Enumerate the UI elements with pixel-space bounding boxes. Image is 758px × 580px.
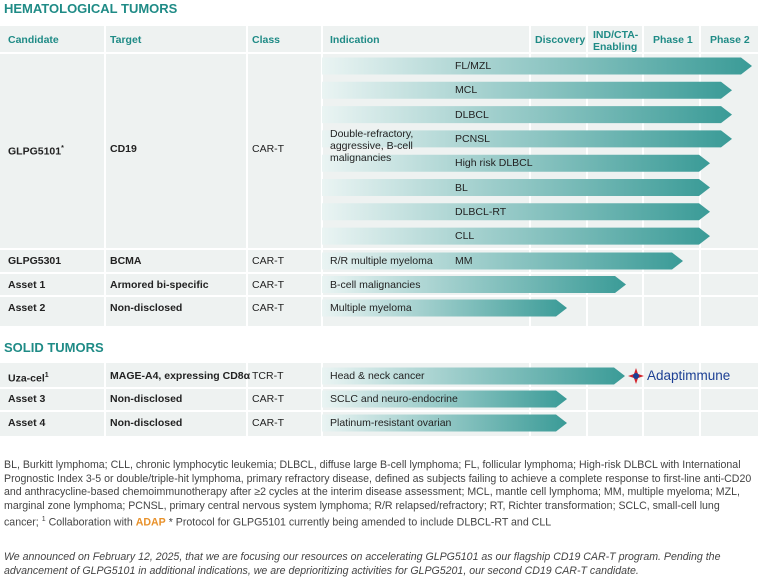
column-header: Discovery xyxy=(535,34,586,46)
indication: Head & neck cancer xyxy=(330,370,425,382)
program-label: MM xyxy=(455,255,473,267)
column-header: Target xyxy=(110,34,142,46)
target: Non-disclosed xyxy=(110,417,183,429)
stage-arrow xyxy=(322,276,626,293)
target: Non-disclosed xyxy=(110,302,183,314)
statement: We announced on February 12, 2025, that … xyxy=(4,551,721,577)
indication: B-cell malignancies xyxy=(330,278,421,291)
stage-arrow xyxy=(322,299,567,317)
footnote-abbreviations: BL, Burkitt lymphoma; CLL, chronic lymph… xyxy=(4,459,752,529)
cell-dividers xyxy=(0,26,758,436)
stage-arrow xyxy=(322,227,710,245)
partner-logo: Adaptimmune xyxy=(647,368,731,383)
candidate-name: GLPG5301 xyxy=(8,255,62,267)
class: CAR-T xyxy=(252,417,285,429)
footnote-collaboration: Collaboration with xyxy=(48,516,133,529)
program-label: MCL xyxy=(455,84,478,97)
class: CAR-T xyxy=(252,278,285,291)
candidate: Asset 1 xyxy=(8,279,45,291)
pipeline-graphics xyxy=(0,26,758,436)
stage-arrow xyxy=(322,179,710,196)
stage-arrow xyxy=(322,130,732,148)
indication: Platinum-resistant ovarian xyxy=(330,417,452,429)
column-header: Candidate xyxy=(8,34,59,46)
footnote-protocol: * Protocol for GLPG5101 currently being … xyxy=(168,516,552,529)
partner-logo-icon xyxy=(628,368,644,384)
stage-arrow xyxy=(322,203,710,221)
target: Non-disclosed xyxy=(110,393,183,405)
stage-arrow xyxy=(322,414,567,432)
candidate-name: Uza-cel xyxy=(8,372,45,385)
candidate-name: Asset 2 xyxy=(8,302,46,314)
indication: Multiple myeloma xyxy=(330,302,412,314)
candidate-name: Asset 3 xyxy=(8,393,46,405)
stage-arrow xyxy=(322,252,683,270)
indication: Double-refractory, aggressive, B-cell ma… xyxy=(330,128,414,164)
footnote-partner: ADAP xyxy=(135,516,166,529)
candidate: Asset 2 xyxy=(8,302,45,314)
candidate-name: Asset 1 xyxy=(8,278,46,291)
column-header: Class xyxy=(252,34,281,46)
class: CAR-T xyxy=(252,255,285,267)
column-header: IND/CTA-Enabling xyxy=(593,29,639,53)
program-label: PCNSL xyxy=(455,132,491,145)
program-label: High risk DLBCL xyxy=(455,157,533,170)
candidate-name: GLPG5101 xyxy=(8,145,62,158)
program-label: DLBCL-RT xyxy=(455,205,507,218)
candidate: Asset 3 xyxy=(8,393,45,405)
class: TCR-T xyxy=(252,370,284,382)
footnote: BL, Burkitt lymphoma; CLL, chronic lymph… xyxy=(4,459,754,531)
program-label: CLL xyxy=(455,230,475,243)
footnote-mark: 1 xyxy=(41,516,46,524)
class: CAR-T xyxy=(252,393,285,405)
program-label: DLBCL xyxy=(455,108,489,121)
target: BCMA xyxy=(110,255,142,267)
stage-arrow xyxy=(322,106,732,124)
target: CD19 xyxy=(110,143,137,155)
candidate-mark: 1 xyxy=(44,372,49,379)
stage-arrow xyxy=(322,81,732,99)
target: Armored bi-specific xyxy=(110,278,209,291)
indication: SCLC and neuro-endocrine xyxy=(330,393,458,405)
candidate: GLPG5301 xyxy=(8,255,61,267)
candidate-name: Asset 4 xyxy=(8,417,46,429)
program-label: BL xyxy=(455,181,468,194)
stage-arrow xyxy=(322,154,710,172)
stage-arrow xyxy=(322,57,752,75)
candidate: GLPG5101* xyxy=(8,143,64,158)
arrows xyxy=(322,57,752,432)
indication: R/R multiple myeloma xyxy=(330,255,433,267)
section-title: SOLID TUMORS xyxy=(4,340,104,355)
candidate-mark: * xyxy=(61,145,64,152)
program-label: FL/MZL xyxy=(455,60,492,72)
candidate: Uza-cel1 xyxy=(8,370,49,385)
candidate: Asset 4 xyxy=(8,417,45,429)
class: CAR-T xyxy=(252,143,285,155)
target: MAGE-A4, expressing CD8α xyxy=(110,370,251,382)
section-title: HEMATOLOGICAL TUMORS xyxy=(4,1,178,16)
class: CAR-T xyxy=(252,302,285,314)
stage-arrow xyxy=(322,367,625,385)
column-header: Phase 1 xyxy=(653,34,693,46)
stage-arrow xyxy=(322,390,567,408)
column-header: Indication xyxy=(330,34,380,46)
column-header: Phase 2 xyxy=(710,34,750,46)
